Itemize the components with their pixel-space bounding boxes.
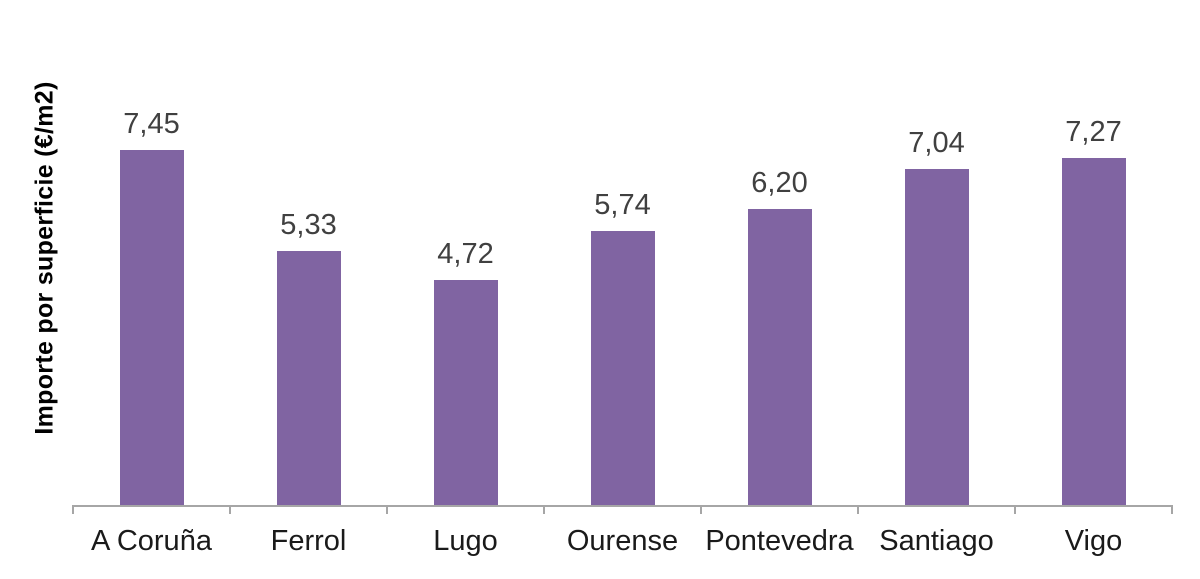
bar-column-ferrol: 5,33 <box>230 28 387 505</box>
category-label-vigo: Vigo <box>1064 525 1123 557</box>
bar-column-lugo: 4,72 <box>387 28 544 505</box>
bar-vigo <box>1061 158 1126 505</box>
bar-column-vigo: 7,27 <box>1015 28 1172 505</box>
x-axis-line <box>73 505 1172 507</box>
bar-value-label: 7,27 <box>1065 116 1122 149</box>
axis-tick <box>228 505 231 514</box>
bar-a-coruna <box>119 149 184 505</box>
bar-value-label: 4,72 <box>437 237 494 270</box>
axis-tick <box>699 505 702 514</box>
y-axis-title: Importe por superficie (€/m2) <box>30 81 59 435</box>
bar-column-a-coruna: 7,45 <box>73 28 230 505</box>
category-label-a-coruna: A Coruña <box>91 525 212 557</box>
bar-value-label: 5,74 <box>594 189 651 222</box>
axis-tick <box>543 505 545 514</box>
axis-tick <box>857 505 859 514</box>
bar-column-ourense: 5,74 <box>544 28 701 505</box>
bar-column-santiago: 7,04 <box>858 28 1015 505</box>
axis-tick <box>1171 505 1173 514</box>
axis-tick <box>385 505 388 514</box>
plot-area: 7,45 5,33 4,72 5,74 6,20 7,04 7,27 <box>72 28 1173 514</box>
axis-tick <box>72 505 74 514</box>
category-label-pontevedra: Pontevedra <box>705 525 854 557</box>
bar-ourense <box>590 231 655 505</box>
bar-pontevedra <box>747 209 812 505</box>
bar-column-pontevedra: 6,20 <box>701 28 858 505</box>
bar-value-label: 7,04 <box>908 127 965 160</box>
bar-value-label: 6,20 <box>751 167 808 200</box>
bar-value-label: 7,45 <box>123 107 180 140</box>
category-label-lugo: Lugo <box>433 525 498 557</box>
axis-tick <box>1014 505 1016 514</box>
category-label-santiago: Santiago <box>879 525 994 557</box>
bar-value-label: 5,33 <box>280 208 337 241</box>
bar-ferrol <box>276 250 341 505</box>
category-label-ferrol: Ferrol <box>270 525 347 557</box>
x-axis-category-labels: A Coruña Ferrol Lugo Ourense Pontevedra Santi… <box>73 522 1172 560</box>
bars-row: 7,45 5,33 4,72 5,74 6,20 7,04 7,27 <box>73 28 1172 505</box>
bar-santiago <box>904 169 969 505</box>
bar-lugo <box>433 279 498 505</box>
category-label-ourense: Ourense <box>566 525 679 557</box>
